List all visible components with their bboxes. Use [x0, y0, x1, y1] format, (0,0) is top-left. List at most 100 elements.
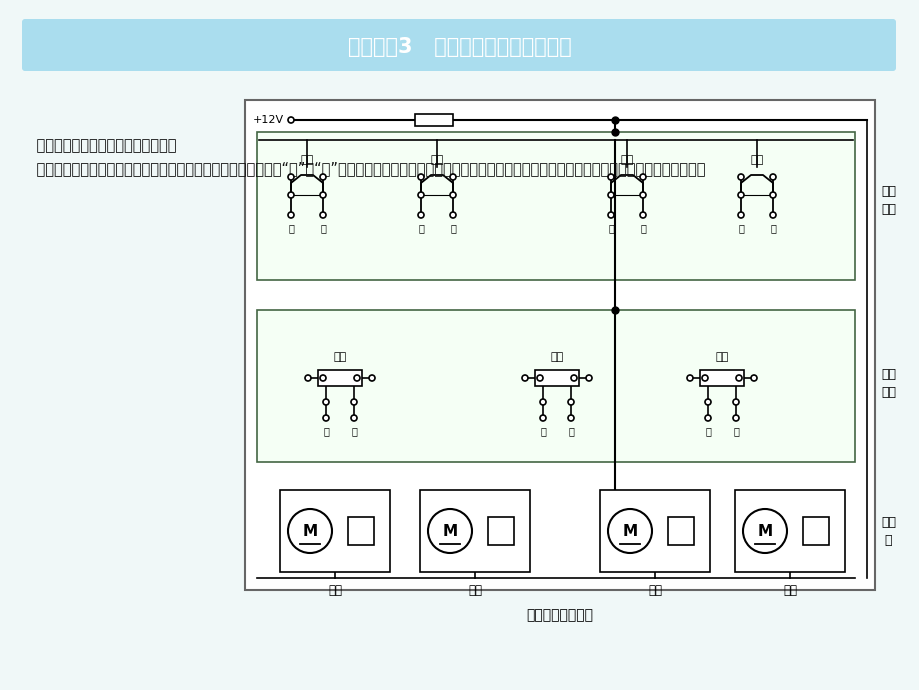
Text: 左前: 左前	[468, 584, 482, 597]
Circle shape	[417, 212, 424, 218]
Bar	[599, 490, 709, 572]
Text: 左后: 左后	[328, 584, 342, 597]
Circle shape	[732, 415, 738, 421]
Bar	[699, 370, 743, 386]
Circle shape	[607, 509, 652, 553]
Circle shape	[323, 415, 329, 421]
Text: 电动车窗工作电路: 电动车窗工作电路	[526, 608, 593, 622]
Circle shape	[607, 192, 613, 198]
Text: 上: 上	[737, 223, 743, 233]
Text: 右前: 右前	[782, 584, 796, 597]
Circle shape	[320, 174, 325, 180]
Circle shape	[417, 192, 424, 198]
Bar	[487, 517, 514, 545]
Circle shape	[537, 375, 542, 381]
Circle shape	[686, 375, 692, 381]
Text: 下: 下	[769, 223, 775, 233]
Text: 下: 下	[320, 223, 325, 233]
Circle shape	[737, 174, 743, 180]
Circle shape	[288, 117, 294, 123]
Circle shape	[449, 174, 456, 180]
Circle shape	[351, 399, 357, 405]
Bar	[535, 370, 578, 386]
Text: 右前: 右前	[715, 352, 728, 362]
Text: 左前: 左前	[430, 155, 443, 165]
Circle shape	[320, 192, 325, 198]
Bar	[347, 517, 374, 545]
Bar	[256, 310, 854, 462]
Text: 右后: 右后	[550, 352, 563, 362]
Text: 右后: 右后	[300, 155, 313, 165]
Circle shape	[305, 375, 311, 381]
Circle shape	[704, 415, 710, 421]
Circle shape	[750, 375, 756, 381]
Circle shape	[737, 212, 743, 218]
Circle shape	[288, 192, 294, 198]
Circle shape	[369, 375, 375, 381]
Text: 车窗开关包括主控开关和车窗开关。
    电动车窗升降器的电动机都通过主控开关搭铁，当接通车窗开关“上”或“下”，电动机通电旋转，改变通过电动机电流的方向，可改: 车窗开关包括主控开关和车窗开关。 电动车窗升降器的电动机都通过主控开关搭铁，当接…	[18, 138, 705, 176]
Circle shape	[743, 509, 786, 553]
Circle shape	[607, 174, 613, 180]
Circle shape	[417, 174, 424, 180]
Text: 上: 上	[704, 426, 710, 436]
FancyBboxPatch shape	[22, 19, 895, 71]
Circle shape	[769, 212, 775, 218]
Circle shape	[351, 415, 357, 421]
Text: 下: 下	[567, 426, 573, 436]
Circle shape	[449, 212, 456, 218]
Text: 上: 上	[288, 223, 293, 233]
Text: 主控
开关: 主控 开关	[880, 184, 895, 215]
Circle shape	[732, 399, 738, 405]
Text: 车窗
开关: 车窗 开关	[880, 368, 895, 399]
Bar	[667, 517, 693, 545]
Circle shape	[354, 375, 359, 381]
Circle shape	[323, 399, 329, 405]
Text: 左后: 左后	[333, 352, 346, 362]
Bar	[279, 490, 390, 572]
Circle shape	[640, 174, 645, 180]
Text: 下: 下	[449, 223, 456, 233]
Circle shape	[521, 375, 528, 381]
Bar	[802, 517, 828, 545]
Text: 右后: 右后	[647, 584, 662, 597]
Circle shape	[607, 212, 613, 218]
Bar	[420, 490, 529, 572]
Circle shape	[571, 375, 576, 381]
Circle shape	[701, 375, 708, 381]
Circle shape	[567, 415, 573, 421]
Circle shape	[539, 415, 545, 421]
Circle shape	[320, 375, 325, 381]
Bar	[244, 100, 874, 590]
Text: M: M	[622, 524, 637, 538]
Bar	[318, 370, 361, 386]
Text: 下: 下	[351, 426, 357, 436]
Bar	[414, 114, 452, 126]
Circle shape	[704, 399, 710, 405]
Text: M: M	[756, 524, 772, 538]
Circle shape	[288, 212, 294, 218]
Text: 上: 上	[323, 426, 329, 436]
Text: 上: 上	[607, 223, 613, 233]
Circle shape	[288, 174, 294, 180]
Text: 上: 上	[539, 426, 545, 436]
Text: 下: 下	[732, 426, 738, 436]
Circle shape	[427, 509, 471, 553]
Circle shape	[320, 212, 325, 218]
Circle shape	[769, 192, 775, 198]
Text: 右前: 右前	[750, 155, 763, 165]
Bar	[734, 490, 844, 572]
Text: 右后: 右后	[619, 155, 633, 165]
Circle shape	[640, 192, 645, 198]
Circle shape	[288, 509, 332, 553]
Circle shape	[567, 399, 573, 405]
Circle shape	[449, 192, 456, 198]
Text: 下: 下	[640, 223, 645, 233]
Circle shape	[737, 192, 743, 198]
Circle shape	[539, 399, 545, 405]
Circle shape	[769, 174, 775, 180]
Text: 上: 上	[417, 223, 424, 233]
Text: M: M	[302, 524, 317, 538]
Circle shape	[640, 212, 645, 218]
Text: +12V: +12V	[253, 115, 284, 125]
Text: 引导问题3   电动车窗是怎样控制的？: 引导问题3 电动车窗是怎样控制的？	[347, 37, 572, 57]
